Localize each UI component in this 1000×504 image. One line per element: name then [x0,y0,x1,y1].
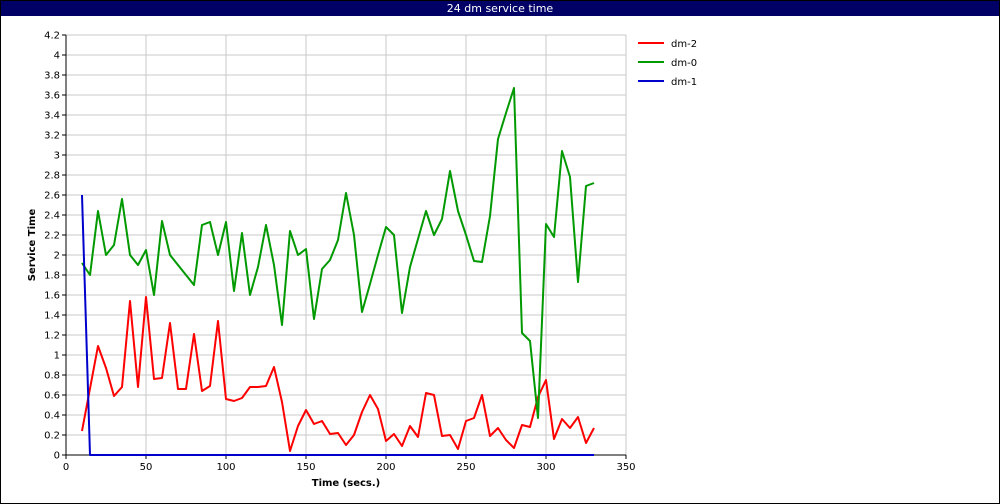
plot-area [66,35,626,455]
x-tick-label: 150 [296,462,315,473]
x-tick-label: 50 [140,462,153,473]
x-tick-label: 350 [616,462,635,473]
y-tick-label: 2.4 [44,211,60,222]
y-tick-label: 0.8 [44,371,60,382]
y-axis-title: Service Time [27,209,38,282]
y-tick-label: 3.6 [44,91,60,102]
x-tick-label: 200 [376,462,395,473]
y-tick-label: 0.4 [44,411,60,422]
series-line-dm-2 [81,296,595,452]
legend: dm-2 dm-0 dm-1 [638,39,697,88]
y-tick-label: 1.2 [44,331,60,342]
y-tick-label: 3.4 [44,111,60,122]
y-tick-label: 3.8 [44,71,60,82]
x-tick-label: 250 [456,462,475,473]
y-tick-label: 4 [54,51,60,62]
y-tick-label: 2.2 [44,231,60,242]
y-tick-label: 1.4 [44,311,60,322]
series-line-dm-1 [81,194,594,456]
legend-label-dm-0: dm-0 [671,58,697,69]
y-tick-label: 2.6 [44,191,60,202]
y-tick-label: 1.8 [44,271,60,282]
x-axis-title: Time (secs.) [312,478,381,489]
y-tick-label: 1.6 [44,291,60,302]
y-tick-label: 2 [54,251,60,262]
x-tick-label: 0 [63,462,69,473]
y-tick-label: 3 [54,151,60,162]
x-tick-label: 100 [216,462,235,473]
grid-lines [65,34,627,456]
x-tick-label: 300 [536,462,555,473]
y-tick-label: 0.6 [44,391,60,402]
y-tick-label: 4.2 [44,31,60,42]
y-tick-label: 2.8 [44,171,60,182]
legend-label-dm-1: dm-1 [671,77,697,88]
y-tick-label: 1 [54,351,60,362]
legend-label-dm-2: dm-2 [671,39,697,50]
series-line-dm-0 [81,87,595,419]
y-tick-label: 3.2 [44,131,60,142]
y-tick-label: 0.2 [44,431,60,442]
window-title: 24 dm service time [1,1,999,16]
y-tick-label: 0 [54,451,60,462]
